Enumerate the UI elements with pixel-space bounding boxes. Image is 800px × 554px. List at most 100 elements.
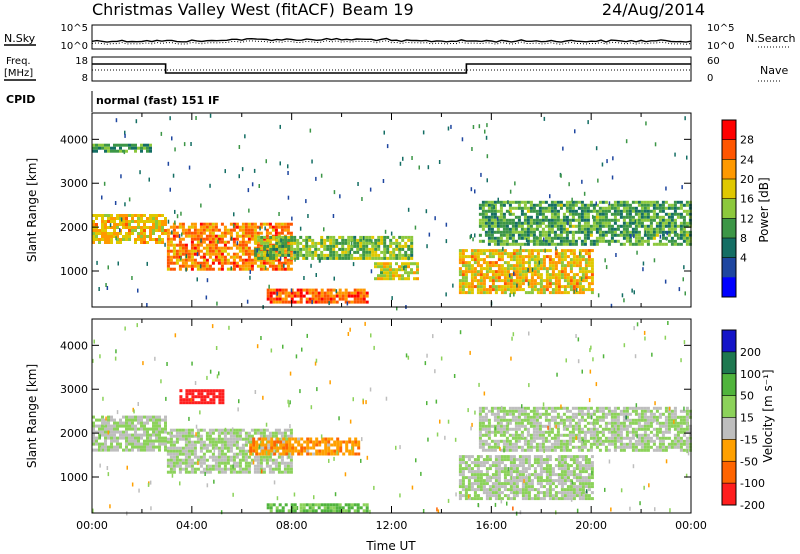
power-heat-cell-6 [539,258,543,262]
power-heat-cell-7 [646,239,650,243]
vel-heat-cell-6 [586,421,590,425]
vel-heat-cell-5 [497,461,501,465]
power-heat-speck [469,235,471,240]
power-heat-cell-6 [566,285,570,289]
vel-heat-cell-6 [490,430,494,434]
vel-heat-cell-1 [208,440,212,444]
vel-heat-cell-5 [494,455,498,459]
power-heat-cell-7 [634,209,638,213]
power-heat-cell-0 [149,229,152,232]
power-heat-cell-7 [544,233,548,237]
power-heat-cell-3 [380,235,384,239]
power-heat-cell-7 [508,233,512,237]
vel-heat-cell-3 [297,437,301,441]
power-heat-cell-3 [377,256,381,260]
vel-heat-cell-6 [580,415,584,419]
power-heat-cell-7 [541,212,545,216]
power-heat-cell-4 [311,291,315,295]
power-heat-cell-3 [326,253,330,257]
power-heat-cell-2 [214,255,218,259]
power-heat-cell-1 [131,143,134,147]
power-heat-cell-5 [386,277,389,281]
power-heat-cell-6 [581,270,585,274]
power-heat-speck [665,186,667,191]
power-heat-cell-4 [332,294,336,298]
power-heat-cell-2 [181,225,185,229]
vel-heat-cell-5 [539,467,543,471]
power-heat-cell-7 [661,203,665,207]
power-heat-cell-6 [581,279,585,283]
power-heat-cell-3 [362,241,366,245]
power-heat-cell-7 [613,239,617,243]
power-heat-cell-5 [386,265,389,269]
power-heat-cell-4 [365,294,369,298]
power-heat-cell-0 [107,235,110,238]
vel-heat-cell-6 [577,424,581,428]
power-heat-cell-2 [274,222,278,226]
power-heat-cell-0 [95,232,98,235]
power-heat-cell-7 [547,236,551,240]
power-heat-cell-3 [305,256,309,260]
vel-heat-cell-0 [131,418,134,422]
vel-heat-cell-0 [161,442,164,446]
vel-heat-cell-6 [523,415,527,419]
power-heat-cell-4 [308,288,312,292]
power-heat-cell-7 [571,215,575,219]
vel-heat-cell-3 [330,437,334,441]
vel-heat-cell-4 [284,503,288,507]
power-heat-cell-4 [311,288,315,292]
power-heat-cell-2 [244,231,248,235]
vel-heat-cell-1 [280,431,284,435]
power-heat-speck [117,261,119,266]
vel-heat-cell-1 [178,458,182,462]
power-heat-cell-3 [257,238,261,242]
vel-heat-cell-5 [509,473,513,477]
power-heat-cell-0 [152,217,155,220]
vel-heat-cell-3 [276,440,280,444]
power-heat-cell-2 [238,249,242,253]
power-heat-cell-6 [509,288,513,292]
power-heat-cell-2 [250,225,254,229]
power-heat-cell-7 [640,224,644,228]
vel-heat-cell-5 [470,485,474,489]
power-heat-cell-6 [458,288,462,292]
power-heat-cell-7 [670,239,674,243]
power-heat-cell-3 [335,238,339,242]
power-heat-speck [472,237,474,242]
vel-heat-cell-5 [575,458,579,462]
vel-heat-cell-0 [122,433,125,437]
vel-heat-cell-5 [533,497,537,501]
power-heat-speck [171,136,173,141]
vel-heat-cell-0 [95,430,98,434]
power-heat-cell-6 [491,273,495,277]
power-heat-cell-0 [92,235,95,238]
power-heat-cell-7 [631,227,635,231]
vel-heat-cell-0 [152,433,155,437]
power-heat-cell-6 [485,267,489,271]
vel-heat-cell-1 [187,443,191,447]
vel-heat-cell-0 [95,439,98,443]
power-heat-cell-4 [302,294,306,298]
power-heat-cell-7 [562,203,566,207]
power-heat-cell-0 [116,241,119,244]
vel-heat-cell-0 [104,430,107,434]
power-heat-cell-7 [613,221,617,225]
vel-heat-cell-1 [271,431,275,435]
vel-heat-cell-6 [532,409,536,413]
vel-heat-cell-1 [169,443,173,447]
power-heat-cell-2 [265,258,269,262]
power-heat-speck [258,184,260,188]
vel-heat-cell-5 [572,476,576,480]
power-heat-cell-7 [556,236,560,240]
power-heat-cell-6 [458,249,462,253]
power-heat-cell-3 [287,253,291,257]
power-heat-cell-6 [506,282,510,286]
power-heat-cell-0 [101,214,104,217]
vel-heat-cell-0 [140,445,143,449]
power-heat-cell-0 [143,241,146,244]
vel-heat-cell-6 [535,418,539,422]
power-heat-cell-2 [193,237,197,241]
vel-heat-cell-3 [315,443,319,447]
power-heat-cell-0 [140,214,143,217]
power-heat-cell-7 [688,215,692,219]
